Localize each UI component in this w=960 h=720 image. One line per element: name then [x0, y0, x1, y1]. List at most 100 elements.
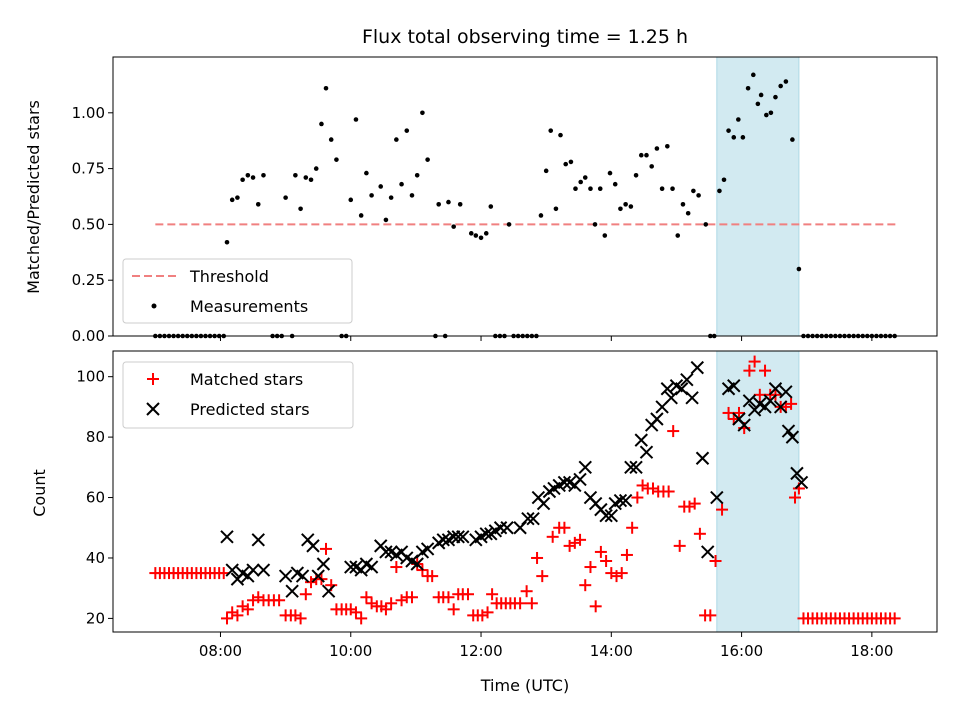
- matched-star-marker: [631, 491, 644, 504]
- predicted-star-marker: [256, 563, 271, 577]
- top-legend: Threshold Measurements: [122, 258, 353, 324]
- measurement-point: [457, 202, 463, 207]
- predicted-star-marker: [456, 530, 470, 544]
- predicted-star-marker: [742, 394, 757, 408]
- predicted-star-marker: [557, 475, 572, 490]
- matched-star-marker: [584, 561, 597, 574]
- predicted-star-marker: [680, 372, 694, 387]
- predicted-star-marker: [701, 545, 715, 559]
- top-panel-frame: [112, 56, 938, 337]
- measurement-point: [638, 152, 644, 158]
- measurement-point: [691, 188, 696, 194]
- bottom-legend-box: [122, 361, 354, 429]
- matched-star-marker: [217, 567, 230, 580]
- measurement-point: [308, 177, 314, 183]
- measurement-point: [607, 170, 613, 176]
- bottom-x-axis-ticks: 08:00 10:00 12:00 14:00 16:00 18:00: [199, 632, 893, 660]
- measurement-point: [245, 172, 251, 178]
- predicted-legend-label: Predicted stars: [190, 400, 310, 419]
- predicted-star-marker: [493, 521, 508, 535]
- predicted-star-marker: [737, 418, 751, 432]
- matched-star-marker: [360, 591, 373, 604]
- matched-star-marker: [355, 612, 368, 625]
- measurements-legend-swatch: [151, 303, 157, 309]
- matched-star-marker: [320, 542, 333, 555]
- measurement-point: [670, 186, 675, 191]
- predicted-star-marker: [639, 445, 654, 459]
- measurement-point: [293, 172, 298, 178]
- predicted-star-marker: [521, 511, 535, 526]
- predicted-star-marker: [479, 527, 493, 541]
- measurement-point: [506, 222, 512, 227]
- measurement-point: [588, 186, 593, 191]
- matched-star-marker: [579, 579, 592, 592]
- measurement-point: [680, 202, 686, 207]
- predicted-star-marker: [246, 563, 260, 577]
- predicted-star-marker: [629, 460, 643, 475]
- measurement-point: [736, 117, 741, 122]
- chart-title: Flux total observing time = 1.25 h: [362, 26, 688, 48]
- measurement-point: [755, 101, 761, 107]
- top-y-axis-ticks: 0.00 0.25 0.50 0.75 1.00: [72, 104, 113, 345]
- matched-star-marker: [531, 551, 544, 564]
- matched-star-marker: [520, 585, 533, 598]
- predicted-legend-swatch: [146, 402, 160, 416]
- top-y-tick-label: 1.00: [72, 104, 105, 122]
- measurement-point: [778, 83, 783, 89]
- matched-star-marker: [447, 603, 460, 616]
- measurement-point: [717, 188, 722, 194]
- measurement-point: [240, 177, 245, 183]
- matched-star-marker: [546, 530, 559, 543]
- measurement-point: [229, 197, 235, 203]
- matched-star-marker: [426, 570, 439, 583]
- measurement-point: [328, 137, 334, 142]
- predicted-star-marker: [410, 557, 424, 571]
- matched-star-marker: [620, 548, 633, 561]
- measurement-point: [473, 233, 479, 238]
- matched-star-marker: [615, 567, 628, 580]
- bottom-series: [149, 355, 901, 625]
- predicted-star-marker: [660, 382, 675, 396]
- matched-star-marker: [231, 609, 244, 622]
- measurement-point: [261, 172, 266, 178]
- predicted-star-marker: [710, 490, 724, 505]
- predicted-star-marker: [785, 430, 800, 444]
- matched-legend-label: Matched stars: [190, 370, 303, 389]
- predicted-star-marker: [613, 493, 628, 508]
- measurement-point: [548, 128, 554, 133]
- measurement-point: [568, 159, 574, 165]
- matched-star-marker: [379, 603, 392, 616]
- top-highlight-span: [716, 56, 800, 337]
- predicted-star-marker: [650, 412, 664, 426]
- predicted-star-marker: [773, 400, 788, 414]
- measurement-point: [659, 186, 665, 191]
- measurement-point: [758, 92, 764, 98]
- top-y-tick-label: 0.00: [72, 327, 105, 345]
- x-tick-label: 16:00: [720, 642, 763, 660]
- measurement-point: [740, 135, 746, 140]
- measurement-point: [425, 157, 430, 162]
- top-legend-box: [122, 258, 353, 324]
- measurement-point: [790, 137, 795, 142]
- measurement-point: [731, 135, 737, 140]
- predicted-star-marker: [578, 460, 592, 475]
- measurement-point: [451, 224, 456, 229]
- measurements-legend-label: Measurements: [190, 297, 308, 316]
- predicted-star-marker: [451, 530, 465, 544]
- predicted-star-marker: [278, 569, 293, 583]
- matched-star-marker: [673, 539, 686, 552]
- measurement-point: [783, 79, 789, 84]
- bottom-y-tick-label: 20: [86, 609, 105, 627]
- measurement-point: [696, 193, 701, 198]
- predicted-stars-series: [220, 360, 809, 598]
- matched-star-marker: [667, 425, 680, 438]
- bottom-highlight-rect: [716, 350, 800, 633]
- x-axis-label: Time (UTC): [480, 676, 569, 695]
- matched-star-marker: [600, 554, 613, 567]
- measurement-point: [358, 213, 364, 218]
- matched-star-marker: [558, 521, 571, 534]
- measurement-point: [383, 217, 389, 223]
- measurement-point: [543, 168, 549, 174]
